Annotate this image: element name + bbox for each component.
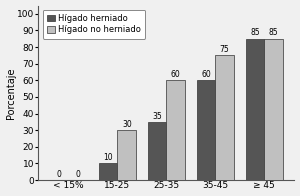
Text: 60: 60	[201, 70, 211, 79]
Text: 60: 60	[171, 70, 181, 79]
Bar	[99, 163, 118, 180]
Bar	[148, 122, 167, 180]
Bar	[118, 130, 136, 180]
Bar	[246, 39, 264, 180]
Text: 85: 85	[269, 28, 278, 37]
Bar	[264, 39, 283, 180]
Text: 30: 30	[122, 120, 132, 129]
Text: 35: 35	[152, 112, 162, 121]
Y-axis label: Porcentaje: Porcentaje	[6, 67, 16, 119]
Bar	[167, 80, 185, 180]
Bar	[215, 55, 234, 180]
Bar	[197, 80, 215, 180]
Legend: Hígado herniado, Hígado no herniado: Hígado herniado, Hígado no herniado	[43, 10, 146, 39]
Text: 0: 0	[75, 170, 80, 179]
Text: 0: 0	[57, 170, 62, 179]
Text: 10: 10	[103, 153, 113, 162]
Text: 85: 85	[250, 28, 260, 37]
Text: 75: 75	[220, 45, 230, 54]
